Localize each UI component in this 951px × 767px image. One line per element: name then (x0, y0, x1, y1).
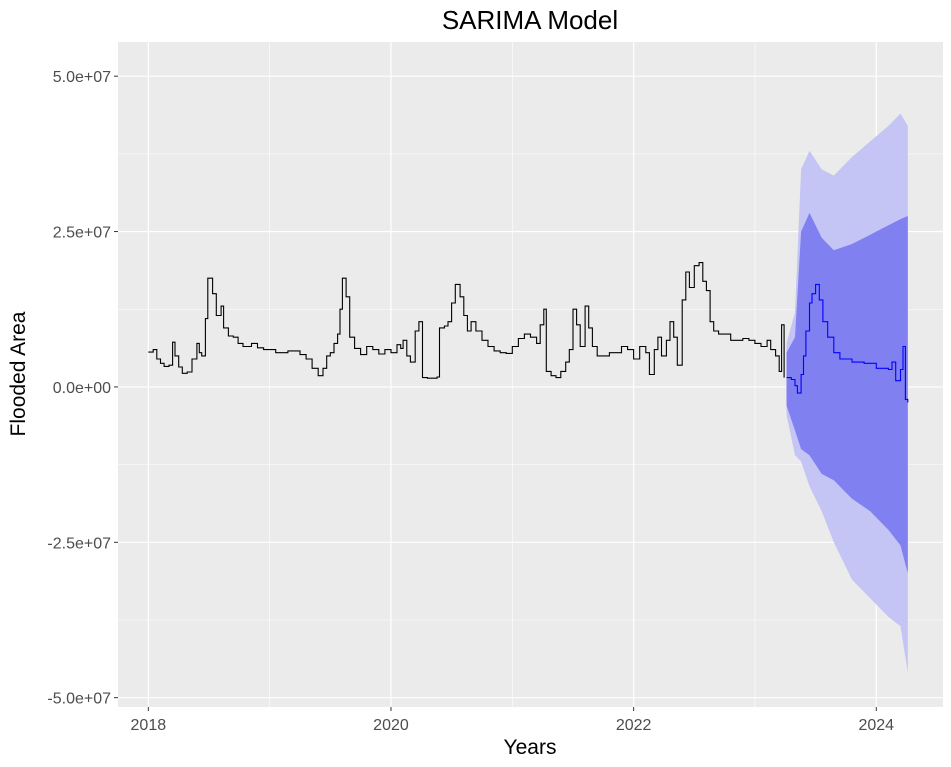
confidence-bands (786, 113, 908, 673)
x-tick-label: 2018 (131, 717, 167, 734)
x-tick-label: 2020 (373, 717, 409, 734)
y-tick-label: 2.5e+07 (53, 225, 111, 242)
y-tick-label: -2.5e+07 (47, 535, 111, 552)
y-tick-label: -5.0e+07 (47, 691, 111, 708)
forecast-series-line (786, 283, 909, 403)
chart-title: SARIMA Model (442, 5, 618, 35)
y-axis-ticks: -5.0e+07 -2.5e+07 0.0e+00 2.5e+07 5.0e+07 (47, 69, 118, 708)
x-tick-label: 2024 (858, 717, 894, 734)
y-axis-title: Flooded Area (7, 311, 30, 436)
y-tick-label: 5.0e+07 (53, 69, 111, 86)
observed-series-line (148, 262, 785, 379)
series-lines (148, 262, 909, 403)
x-tick-label: 2022 (616, 717, 652, 734)
x-axis-title: Years (504, 736, 557, 759)
y-tick-label: 0.0e+00 (53, 380, 111, 397)
x-axis-ticks: 2018 2020 2022 2024 (131, 707, 894, 734)
prediction-band-80 (786, 212, 908, 574)
